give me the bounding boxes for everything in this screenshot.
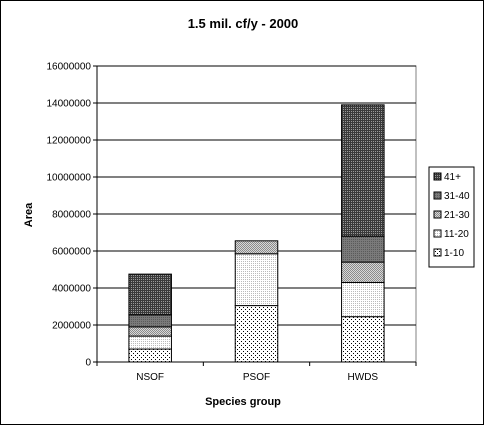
legend-label: 1-10 <box>444 248 464 259</box>
legend-swatch <box>433 172 442 181</box>
legend-swatch <box>433 248 442 257</box>
bar-segment <box>128 314 172 328</box>
y-tick-label: 8000000 <box>52 210 91 221</box>
x-tick-label: NSOF <box>136 372 164 383</box>
bar-segment <box>341 104 385 237</box>
bar-segment <box>234 253 279 307</box>
x-tick-label: PSOF <box>243 372 270 383</box>
y-tick-label: 10000000 <box>47 173 92 184</box>
x-axis-title: Species group <box>205 396 281 408</box>
bar-segment <box>128 326 172 337</box>
legend-label: 11-20 <box>444 229 469 240</box>
legend-swatch <box>433 191 442 200</box>
bar-segment <box>341 261 385 283</box>
legend-label: 41+ <box>444 172 461 183</box>
y-tick-label: 14000000 <box>47 99 92 110</box>
y-tick-label: 12000000 <box>47 136 92 147</box>
bar-segment <box>341 281 385 318</box>
y-tick-label: 16000000 <box>47 62 92 73</box>
y-tick-label: 0 <box>85 358 91 369</box>
bar-segment <box>128 348 172 363</box>
legend-label: 31-40 <box>444 191 470 202</box>
legend-swatch <box>433 229 442 238</box>
bar-segment <box>128 335 172 350</box>
chart-title: 1.5 mil. cf/y - 2000 <box>188 16 299 31</box>
bar-segment <box>341 235 385 263</box>
bar-segment <box>234 240 279 255</box>
bar-segment <box>341 316 385 363</box>
legend-label: 21-30 <box>444 210 470 221</box>
y-tick-label: 2000000 <box>52 321 91 332</box>
legend-swatch <box>433 210 442 219</box>
y-axis-title: Area <box>23 202 35 227</box>
y-tick-label: 4000000 <box>52 284 91 295</box>
bar-segment <box>128 273 172 316</box>
bar-segment <box>234 305 279 363</box>
legend: 41+ 31-40 21-30 11-20 1-10 <box>428 166 475 268</box>
x-tick-label: HWDS <box>348 372 379 383</box>
y-tick-label: 6000000 <box>52 247 91 258</box>
